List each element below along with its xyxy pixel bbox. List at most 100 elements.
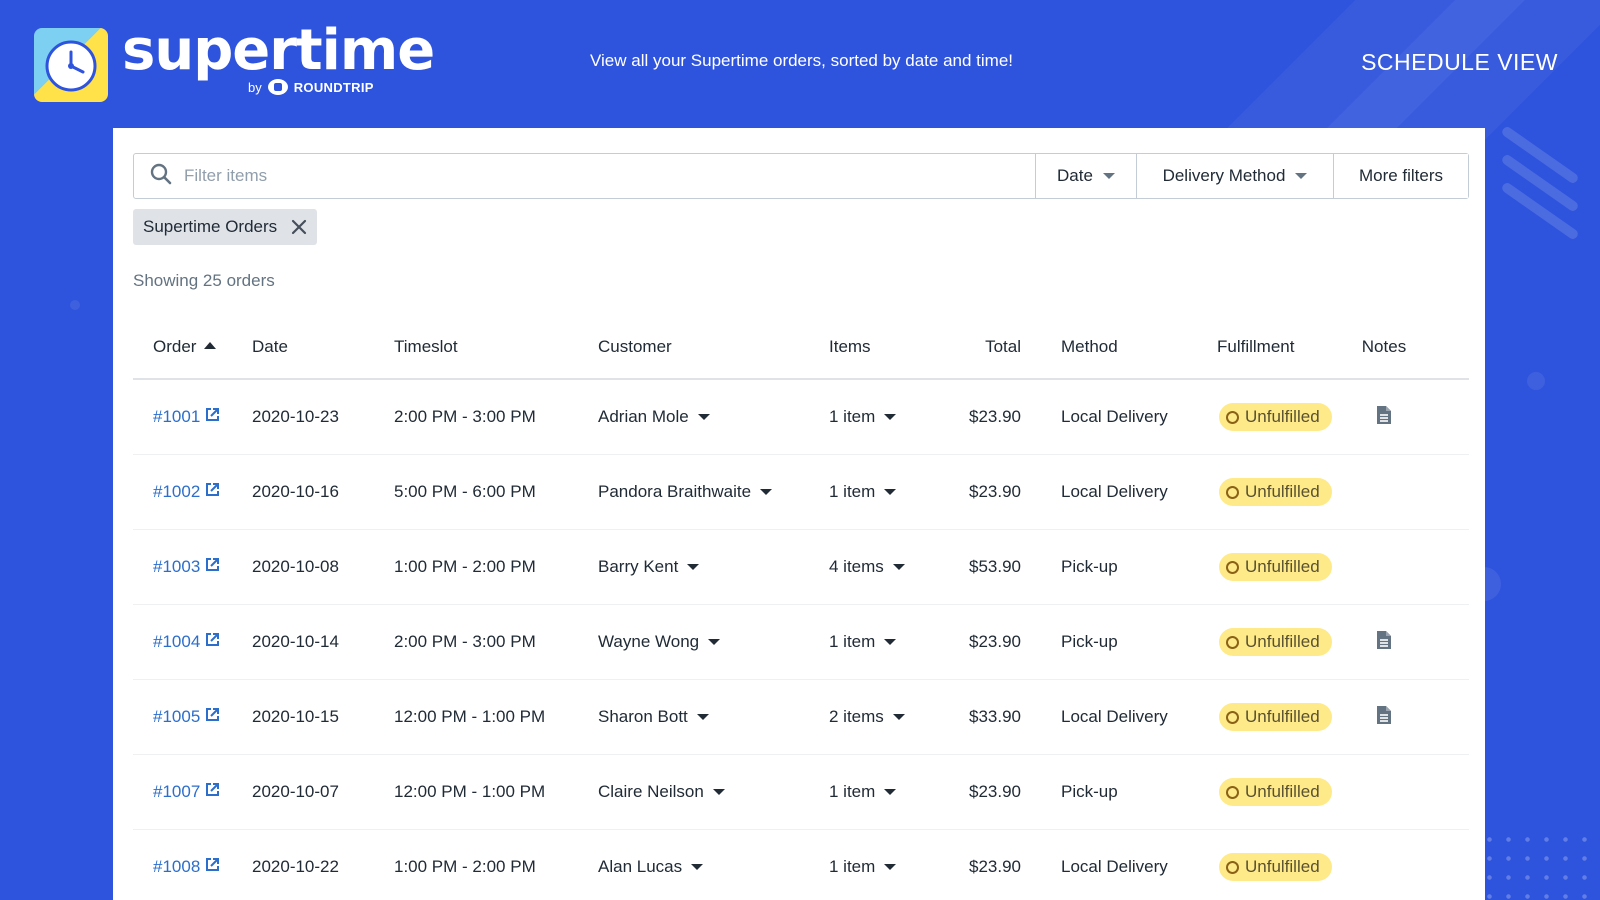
order-total: $53.90: [969, 557, 1021, 576]
delivery-method-filter-label: Delivery Method: [1162, 166, 1286, 185]
column-order[interactable]: Order: [133, 337, 252, 357]
roundtrip-logo-icon: [267, 79, 288, 95]
external-link-icon: [205, 557, 220, 577]
note-icon[interactable]: [1376, 405, 1392, 430]
delivery-method: Local Delivery: [1061, 482, 1168, 501]
items-dropdown[interactable]: 2 items: [829, 707, 905, 727]
date-filter-label: Date: [1057, 166, 1093, 185]
brand-by-text: by: [248, 79, 262, 95]
customer-name: Claire Neilson: [598, 782, 704, 801]
delivery-method: Pick-up: [1061, 557, 1118, 576]
order-number: #1001: [153, 407, 201, 426]
status-ring-icon: [1226, 635, 1239, 649]
external-link-icon: [205, 782, 220, 802]
order-number: #1004: [153, 632, 201, 651]
customer-dropdown[interactable]: Sharon Bott: [598, 707, 709, 727]
customer-dropdown[interactable]: Barry Kent: [598, 557, 700, 577]
column-customer: Customer: [598, 337, 672, 356]
customer-dropdown[interactable]: Pandora Braithwaite: [598, 482, 773, 502]
items-count: 1 item: [829, 407, 876, 426]
status-label: Unfulfilled: [1245, 707, 1320, 726]
search-input[interactable]: [184, 166, 984, 186]
chevron-down-icon: [884, 414, 897, 420]
column-timeslot: Timeslot: [394, 337, 458, 356]
items-dropdown[interactable]: 1 item: [829, 407, 897, 427]
note-icon[interactable]: [1376, 630, 1392, 655]
clock-icon: [34, 28, 108, 102]
order-link[interactable]: #1003: [153, 557, 220, 577]
items-count: 1 item: [829, 782, 876, 801]
order-timeslot: 5:00 PM - 6:00 PM: [394, 482, 536, 501]
close-icon[interactable]: [291, 219, 307, 235]
order-link[interactable]: #1002: [153, 482, 220, 502]
brand-byline: by ROUNDTRIP: [248, 79, 374, 95]
table-row: #1003 2020-10-08 1:00 PM - 2:00 PM Barry…: [133, 530, 1469, 605]
customer-dropdown[interactable]: Alan Lucas: [598, 857, 704, 877]
items-dropdown[interactable]: 4 items: [829, 557, 905, 577]
brand-partner: ROUNDTRIP: [293, 79, 374, 95]
note-icon[interactable]: [1376, 705, 1392, 730]
chevron-down-icon: [687, 564, 700, 570]
chevron-down-icon: [884, 789, 897, 795]
external-link-icon: [205, 707, 220, 727]
customer-dropdown[interactable]: Wayne Wong: [598, 632, 721, 652]
items-count: 1 item: [829, 632, 876, 651]
status-ring-icon: [1226, 710, 1239, 724]
header-tagline: View all your Supertime orders, sorted b…: [590, 51, 1014, 70]
active-filter-label: Supertime Orders: [143, 217, 278, 236]
table-row: #1002 2020-10-16 5:00 PM - 6:00 PM Pando…: [133, 455, 1469, 530]
table-row: #1005 2020-10-15 12:00 PM - 1:00 PM Shar…: [133, 680, 1469, 755]
items-count: 4 items: [829, 557, 884, 576]
column-notes: Notes: [1361, 337, 1407, 356]
external-link-icon: [205, 407, 220, 427]
customer-dropdown[interactable]: Claire Neilson: [598, 782, 725, 802]
chevron-down-icon: [884, 489, 897, 495]
column-items: Items: [829, 337, 871, 356]
order-link[interactable]: #1001: [153, 407, 220, 427]
status-badge: Unfulfilled: [1219, 853, 1332, 881]
delivery-method: Pick-up: [1061, 782, 1118, 801]
items-dropdown[interactable]: 1 item: [829, 632, 897, 652]
table-header: Order Date Timeslot Customer Items Total…: [133, 316, 1469, 380]
order-link[interactable]: #1007: [153, 782, 220, 802]
schedule-view-link[interactable]: SCHEDULE VIEW: [1361, 49, 1558, 75]
order-number: #1008: [153, 857, 201, 876]
chevron-down-icon: [1295, 173, 1308, 179]
order-number: #1007: [153, 782, 201, 801]
order-timeslot: 1:00 PM - 2:00 PM: [394, 857, 536, 876]
chevron-down-icon: [696, 714, 709, 720]
notes-cell: [1338, 405, 1418, 430]
status-label: Unfulfilled: [1245, 482, 1320, 501]
customer-name: Alan Lucas: [598, 857, 683, 876]
items-dropdown[interactable]: 1 item: [829, 782, 897, 802]
app-header: supertime by ROUNDTRIP View all your Sup…: [0, 0, 1600, 128]
status-ring-icon: [1226, 560, 1239, 574]
order-number: #1003: [153, 557, 201, 576]
order-timeslot: 1:00 PM - 2:00 PM: [394, 557, 536, 576]
more-filters-button[interactable]: More filters: [1333, 154, 1468, 198]
customer-dropdown[interactable]: Adrian Mole: [598, 407, 710, 427]
date-filter-button[interactable]: Date: [1035, 154, 1136, 198]
delivery-method: Pick-up: [1061, 632, 1118, 651]
order-total: $23.90: [969, 857, 1021, 876]
order-link[interactable]: #1004: [153, 632, 220, 652]
external-link-icon: [205, 632, 220, 652]
order-link[interactable]: #1005: [153, 707, 220, 727]
column-method: Method: [1061, 337, 1118, 356]
chevron-down-icon: [697, 414, 710, 420]
status-ring-icon: [1226, 860, 1239, 874]
order-link[interactable]: #1008: [153, 857, 220, 877]
chevron-down-icon: [712, 789, 725, 795]
order-timeslot: 12:00 PM - 1:00 PM: [394, 782, 546, 801]
items-dropdown[interactable]: 1 item: [829, 857, 897, 877]
active-filter-tag: Supertime Orders: [133, 209, 318, 245]
order-total: $23.90: [969, 782, 1021, 801]
order-timeslot: 2:00 PM - 3:00 PM: [394, 407, 536, 426]
items-dropdown[interactable]: 1 item: [829, 482, 897, 502]
delivery-method-filter-button[interactable]: Delivery Method: [1136, 154, 1333, 198]
status-ring-icon: [1226, 485, 1239, 499]
delivery-method: Local Delivery: [1061, 407, 1168, 426]
items-count: 1 item: [829, 857, 876, 876]
order-date: 2020-10-23: [252, 407, 339, 426]
table-row: #1008 2020-10-22 1:00 PM - 2:00 PM Alan …: [133, 830, 1469, 900]
